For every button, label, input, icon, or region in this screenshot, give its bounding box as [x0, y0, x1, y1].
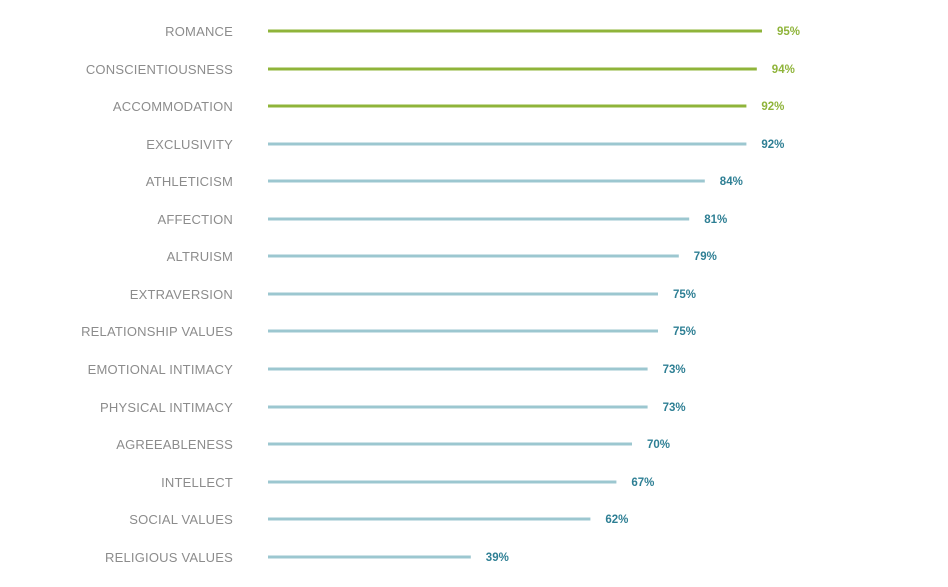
- bar-row: EMOTIONAL INTIMACY 73%: [88, 362, 686, 377]
- value-label: 67%: [631, 477, 654, 489]
- bar-row: EXTRAVERSION 75%: [130, 287, 696, 302]
- bar: [268, 329, 658, 333]
- bar-row: ALTRUISM 79%: [167, 249, 717, 264]
- value-label: 73%: [663, 402, 686, 414]
- bar-row: RELATIONSHIP VALUES 75%: [81, 324, 696, 339]
- category-label: AGREEABLENESS: [116, 437, 233, 452]
- bar: [268, 292, 658, 296]
- value-label: 75%: [673, 289, 696, 301]
- bar-row: INTELLECT 67%: [161, 475, 654, 490]
- value-label: 84%: [720, 176, 743, 188]
- bar-row: ROMANCE 95%: [165, 24, 800, 39]
- category-label: AFFECTION: [158, 212, 233, 227]
- value-label: 95%: [777, 26, 800, 38]
- bar: [268, 142, 747, 146]
- bar: [268, 555, 471, 559]
- bar: [268, 179, 705, 183]
- value-label: 73%: [663, 364, 686, 376]
- category-label: SOCIAL VALUES: [129, 512, 233, 527]
- value-label: 94%: [772, 64, 795, 76]
- bar: [268, 104, 747, 108]
- bar-row: SOCIAL VALUES 62%: [129, 512, 628, 527]
- bar-row: CONSCIENTIOUSNESS 94%: [86, 62, 795, 77]
- category-label: RELIGIOUS VALUES: [105, 550, 233, 565]
- bar: [268, 217, 690, 221]
- category-label: ROMANCE: [165, 24, 233, 39]
- bar: [268, 254, 679, 258]
- value-label: 62%: [605, 514, 628, 526]
- category-label: RELATIONSHIP VALUES: [81, 324, 233, 339]
- bar-row: ACCOMMODATION 92%: [113, 99, 785, 114]
- bar-row: ATHLETICISM 84%: [146, 174, 743, 189]
- value-label: 39%: [486, 552, 509, 564]
- bar-row: AFFECTION 81%: [158, 212, 728, 227]
- category-label: ATHLETICISM: [146, 174, 233, 189]
- bar: [268, 367, 648, 371]
- bar: [268, 517, 591, 521]
- bar: [268, 67, 757, 71]
- bar: [268, 405, 648, 409]
- value-label: 81%: [704, 214, 727, 226]
- category-label: EXTRAVERSION: [130, 287, 233, 302]
- category-label: EMOTIONAL INTIMACY: [88, 362, 234, 377]
- category-label: PHYSICAL INTIMACY: [100, 400, 233, 415]
- value-label: 92%: [761, 101, 784, 113]
- bar: [268, 442, 632, 446]
- category-label: INTELLECT: [161, 475, 233, 490]
- category-label: ACCOMMODATION: [113, 99, 233, 114]
- bar-row: PHYSICAL INTIMACY 73%: [100, 400, 686, 415]
- bar: [268, 480, 617, 484]
- category-label: CONSCIENTIOUSNESS: [86, 62, 233, 77]
- bar-row: EXCLUSIVITY 92%: [146, 137, 784, 152]
- value-label: 92%: [761, 139, 784, 151]
- value-label: 79%: [694, 251, 717, 263]
- bar: [268, 29, 762, 33]
- category-label: ALTRUISM: [167, 249, 233, 264]
- category-label: EXCLUSIVITY: [146, 137, 233, 152]
- bar-row: RELIGIOUS VALUES 39%: [105, 550, 509, 565]
- value-label: 70%: [647, 439, 670, 451]
- value-label: 75%: [673, 326, 696, 338]
- bar-row: AGREEABLENESS 70%: [116, 437, 670, 452]
